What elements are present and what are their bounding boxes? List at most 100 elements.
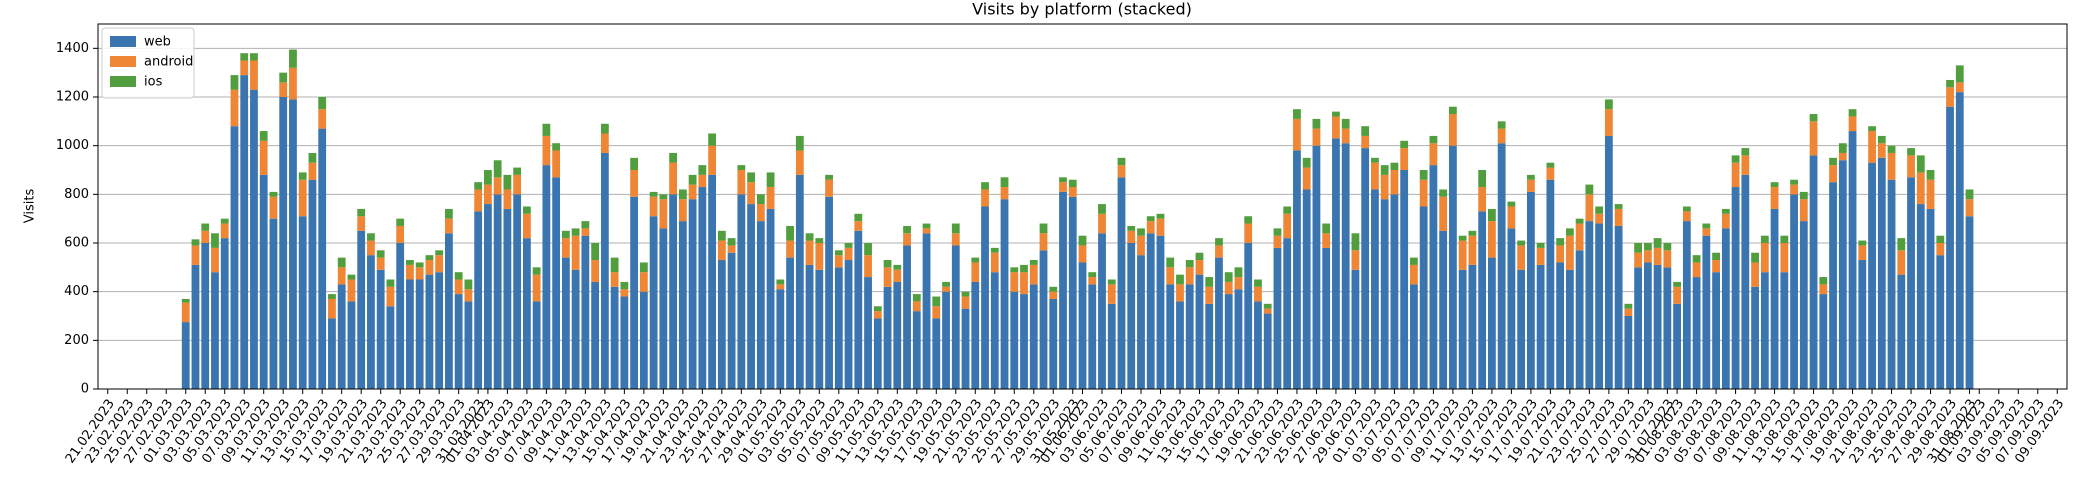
bar-segment [1146,233,1155,389]
bar-segment [1887,145,1896,153]
bar-segment [1946,79,1954,88]
bar-segment [1916,172,1925,205]
bar-segment [1487,208,1496,222]
bar-segment [279,72,288,83]
bar-segment [1478,187,1487,212]
bar-segment [756,204,765,222]
bar-segment [1000,177,1009,188]
bar-segment [1536,243,1545,248]
bar-segment [445,218,453,234]
bar-segment [522,206,531,214]
bar-segment [1829,157,1837,166]
bar-segment [766,208,775,389]
bar-segment [464,279,473,290]
bar-segment [1234,267,1243,278]
bar-segment [561,257,570,389]
bar-segment [981,189,989,207]
bar-segment [669,152,678,163]
bar-segment [542,165,551,389]
bar-segment [678,221,687,389]
bar-segment [425,260,434,275]
bar-segment [522,213,531,239]
bar-segment [659,199,668,229]
bar-segment [1185,284,1194,389]
bar-segment [1341,143,1350,389]
bar-segment [932,318,941,389]
bar-segment [571,228,580,236]
bar-segment [805,233,814,241]
bar-segment [493,160,502,178]
bar-segment [1546,162,1555,168]
bar-segment [639,272,648,292]
bar-segment [503,174,512,190]
bar-segment [961,291,970,297]
bar-segment [1283,213,1292,239]
bar-segment [318,128,327,389]
bar-segment [893,281,902,389]
bar-segment [1897,274,1906,389]
bar-segment [1020,294,1028,389]
bar-segment [1361,148,1370,389]
bar-segment [1429,135,1438,144]
bar-segment [805,264,814,389]
bar-segment [1838,160,1847,389]
bar-segment [1614,225,1623,389]
bar-segment [1380,165,1389,175]
bar-segment [1575,223,1584,251]
plot-frame [97,23,2068,390]
bar-segment [1809,121,1818,156]
bar-segment [1117,165,1126,178]
bar-segment [318,97,327,110]
bar-segment [1702,228,1711,236]
bar-segment [376,257,385,270]
bar-segment [1293,109,1301,119]
bar-segment [834,250,843,256]
bar-segment [698,174,707,188]
bar-segment [1829,182,1837,389]
bar-segment [698,165,707,175]
bar-segment [532,267,541,275]
bar-segment [1877,135,1886,144]
bar-segment [1955,82,1964,93]
bar-segment [708,145,716,175]
bar-segment [1039,250,1048,389]
bar-segment [727,252,736,389]
bar-segment [815,243,824,270]
bar-segment [1507,201,1516,207]
bar-segment [1809,114,1818,122]
bar-segment [250,60,258,90]
bar-segment [942,286,950,292]
bar-segment [1526,179,1535,192]
bar-segment [1741,174,1750,389]
bar-segment [1487,257,1496,389]
bar-segment [425,255,434,261]
bar-segment [435,255,444,273]
bar-segment [1449,106,1457,115]
bar-segment [513,174,522,195]
bar-segment [1838,143,1847,153]
bar-segment [1351,233,1360,251]
legend-swatch [110,36,136,47]
bar-segment [620,289,629,297]
bar-segment [1877,157,1886,389]
bar-segment [1273,235,1282,248]
bar-segment [1565,235,1574,270]
bar-segment [669,162,678,195]
bar-segment [298,179,307,217]
bar-segment [1907,177,1915,389]
bar-segment [1215,257,1223,389]
bar-segment [1029,260,1038,265]
bar-segment [1088,284,1097,389]
bar-segment [230,75,239,90]
bar-segment [951,245,960,389]
bar-segment [396,225,405,243]
bar-segment [1556,238,1565,246]
bar-segment [532,301,541,389]
bar-segment [688,184,697,200]
bar-segment [981,206,989,389]
bar-segment [815,269,824,389]
bar-segment [1497,128,1506,144]
bar-segment [659,194,668,200]
bar-segment [591,281,600,389]
bar-segment [678,189,687,200]
